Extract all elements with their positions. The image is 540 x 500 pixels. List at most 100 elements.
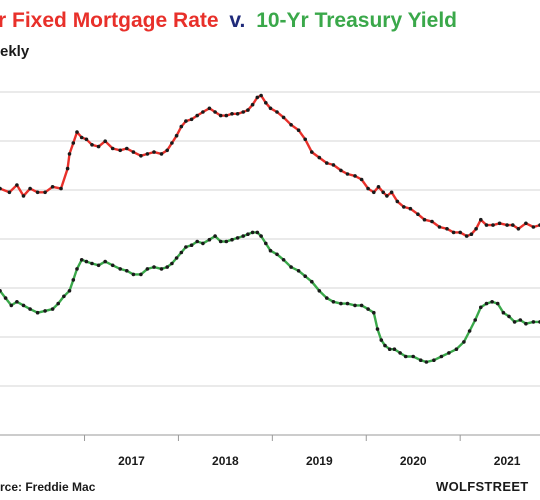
data-point: [235, 112, 240, 116]
data-point: [218, 239, 223, 244]
data-point: [281, 258, 286, 262]
data-point: [230, 237, 234, 242]
data-point: [103, 259, 107, 264]
data-point: [59, 186, 63, 191]
data-point: [372, 190, 376, 195]
data-point: [0, 289, 2, 293]
data-point: [145, 152, 150, 156]
data-point: [159, 267, 164, 271]
data-point: [495, 301, 500, 306]
data-point: [7, 190, 12, 195]
data-point: [469, 232, 474, 236]
data-point: [103, 139, 107, 143]
data-point: [268, 106, 273, 111]
data-point: [50, 307, 55, 311]
data-point: [165, 148, 169, 153]
data-point: [259, 93, 263, 98]
x-tick-label: 2021: [494, 454, 521, 468]
data-point: [516, 227, 521, 231]
gridlines: [0, 91, 540, 436]
data-point: [179, 124, 184, 129]
data-point: [235, 236, 240, 240]
title-versus-part: v.: [229, 9, 245, 32]
data-point: [230, 112, 234, 116]
data-point: [524, 221, 528, 226]
series-mortgage-rate: [0, 93, 540, 238]
data-point: [454, 347, 459, 352]
data-point: [152, 265, 156, 269]
data-point: [28, 307, 32, 311]
data-point: [110, 263, 115, 268]
data-point: [184, 119, 188, 123]
brand-watermark: WOLFSTREET: [436, 479, 529, 494]
data-point: [179, 250, 184, 255]
title-treasury-part: 10-Yr Treasury Yield: [256, 9, 457, 32]
data-point: [389, 190, 394, 195]
data-point: [411, 354, 416, 359]
data-point: [416, 212, 420, 216]
data-point: [464, 234, 469, 238]
series-treasury-yield: [0, 230, 540, 364]
data-point: [152, 150, 156, 154]
title-mortgage-part: r Fixed Mortgage Rate: [0, 9, 219, 32]
x-tick-label: 2017: [118, 454, 145, 468]
data-point: [491, 223, 495, 227]
data-point: [339, 301, 343, 306]
data-point: [71, 141, 76, 145]
data-point: [224, 239, 229, 244]
data-point: [96, 263, 101, 268]
data-point: [71, 278, 76, 282]
data-point: [501, 310, 506, 315]
data-point: [484, 223, 489, 227]
data-point: [84, 259, 89, 264]
data-point: [79, 258, 84, 262]
data-point: [398, 351, 402, 355]
data-point: [268, 248, 273, 253]
data-point: [473, 318, 478, 322]
data-point: [67, 152, 72, 156]
data-point: [474, 227, 478, 231]
data-point: [339, 168, 343, 173]
data-point: [383, 343, 387, 348]
data-point: [511, 223, 515, 227]
data-point: [345, 172, 350, 176]
data-point: [385, 194, 389, 198]
data-point: [241, 110, 245, 114]
data-point: [275, 252, 279, 257]
data-point: [75, 267, 79, 271]
data-point: [159, 152, 164, 156]
data-point: [331, 163, 336, 167]
data-point: [325, 296, 329, 300]
data-point: [139, 272, 143, 277]
data-point: [479, 305, 483, 310]
data-point: [524, 321, 528, 326]
data-point: [28, 186, 32, 191]
data-point: [437, 225, 442, 229]
data-point: [303, 137, 308, 142]
data-point: [131, 272, 136, 277]
data-point: [201, 110, 205, 114]
data-point: [366, 186, 370, 191]
data-point: [317, 289, 322, 293]
data-point: [50, 185, 55, 189]
data-point: [451, 230, 456, 235]
data-point: [372, 310, 376, 315]
data-point: [259, 234, 263, 238]
data-point: [79, 135, 84, 140]
data-point: [317, 155, 322, 160]
data-point: [418, 358, 423, 363]
data-point: [264, 241, 268, 246]
data-point: [213, 234, 217, 238]
data-point: [281, 115, 286, 120]
data-point: [447, 351, 451, 355]
data-point: [246, 108, 250, 112]
data-point: [246, 232, 250, 236]
data-point: [505, 223, 509, 227]
data-point: [353, 174, 357, 178]
data-point: [430, 219, 434, 224]
data-point: [118, 148, 122, 153]
x-tick-label: 2020: [400, 454, 427, 468]
data-point: [275, 110, 279, 114]
data-point: [241, 234, 245, 238]
data-point: [512, 320, 517, 324]
